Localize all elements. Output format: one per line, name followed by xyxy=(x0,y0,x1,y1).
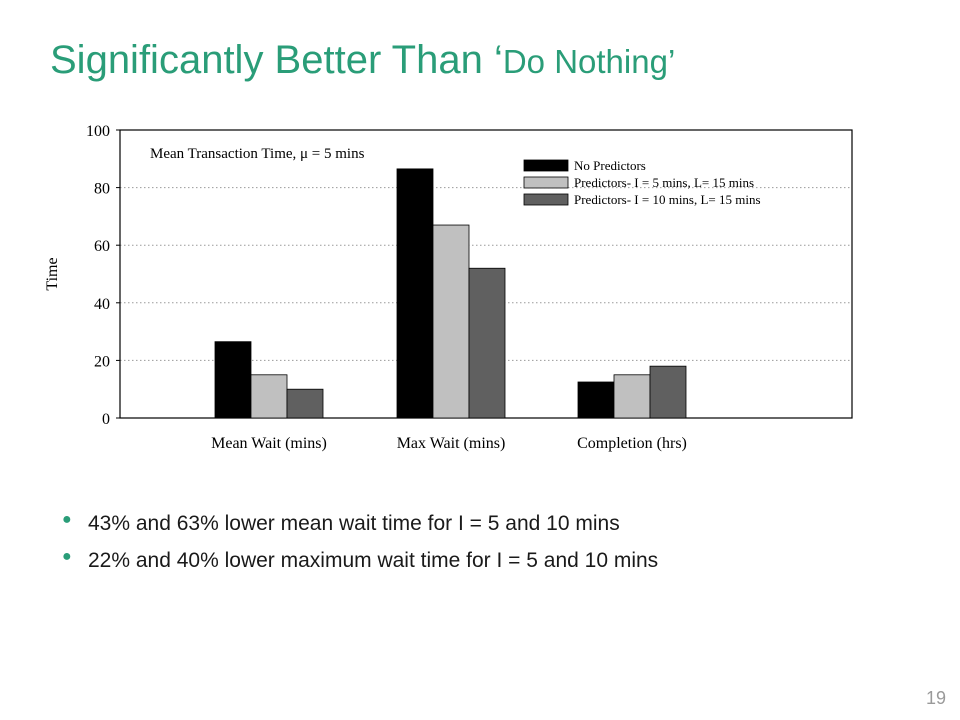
chart-title: Mean Transaction Time, μ = 5 mins xyxy=(150,146,365,162)
bar xyxy=(649,365,687,419)
bar xyxy=(468,267,506,419)
bar-chart: 0 20 40 60 80 100 Time Mean Transaction Time, μ… xyxy=(44,123,853,452)
slide-title-emphasis: Do Nothing’ xyxy=(502,43,676,80)
page-number: 19 xyxy=(925,688,946,708)
slide-title-main: Significantly Better Than ‘ xyxy=(50,38,503,82)
y-tick-label: 60 xyxy=(94,238,110,255)
bullet-dot-icon: ● xyxy=(62,511,72,528)
bullet-item: ● 22% and 40% lower maximum wait time for… xyxy=(62,543,908,580)
bar xyxy=(250,374,288,419)
x-category-label: Mean Wait (mins) xyxy=(211,435,327,452)
y-tick-label: 80 xyxy=(94,181,110,198)
y-axis-label: Time xyxy=(44,257,61,290)
bar xyxy=(577,381,615,419)
bar xyxy=(286,388,324,419)
slide-title: Significantly Better Than ‘Do Nothing’ xyxy=(50,38,675,83)
legend-swatch xyxy=(523,159,569,172)
y-tick-label: 40 xyxy=(94,296,110,313)
y-tick-label: 20 xyxy=(94,353,110,370)
y-tick-label: 0 xyxy=(102,411,110,428)
x-category-label: Max Wait (mins) xyxy=(397,435,506,452)
y-tick-label: 100 xyxy=(86,123,110,140)
legend-label: No Predictors xyxy=(574,158,646,173)
legend-swatch xyxy=(523,193,569,206)
bar xyxy=(396,168,434,419)
bullet-item: ● 43% and 63% lower mean wait time for I … xyxy=(62,506,908,543)
legend-swatch xyxy=(523,176,569,189)
x-category-label: Completion (hrs) xyxy=(577,435,687,452)
bullet-text: 43% and 63% lower mean wait time for I =… xyxy=(88,512,620,535)
bar-chart-figure: 0 20 40 60 80 100 Time Mean Transaction Time, μ… xyxy=(40,118,856,456)
bar xyxy=(432,224,470,419)
legend-label: Predictors- I = 10 mins, L= 15 mins xyxy=(574,192,761,207)
bar xyxy=(613,374,651,419)
bullet-dot-icon: ● xyxy=(62,547,72,565)
legend-label: Predictors- I = 5 mins, L= 15 mins xyxy=(574,175,754,190)
bullet-list: ● 43% and 63% lower mean wait time for I … xyxy=(62,506,908,580)
bar xyxy=(214,341,252,419)
bullet-text: 22% and 40% lower maximum wait time for … xyxy=(88,548,659,572)
